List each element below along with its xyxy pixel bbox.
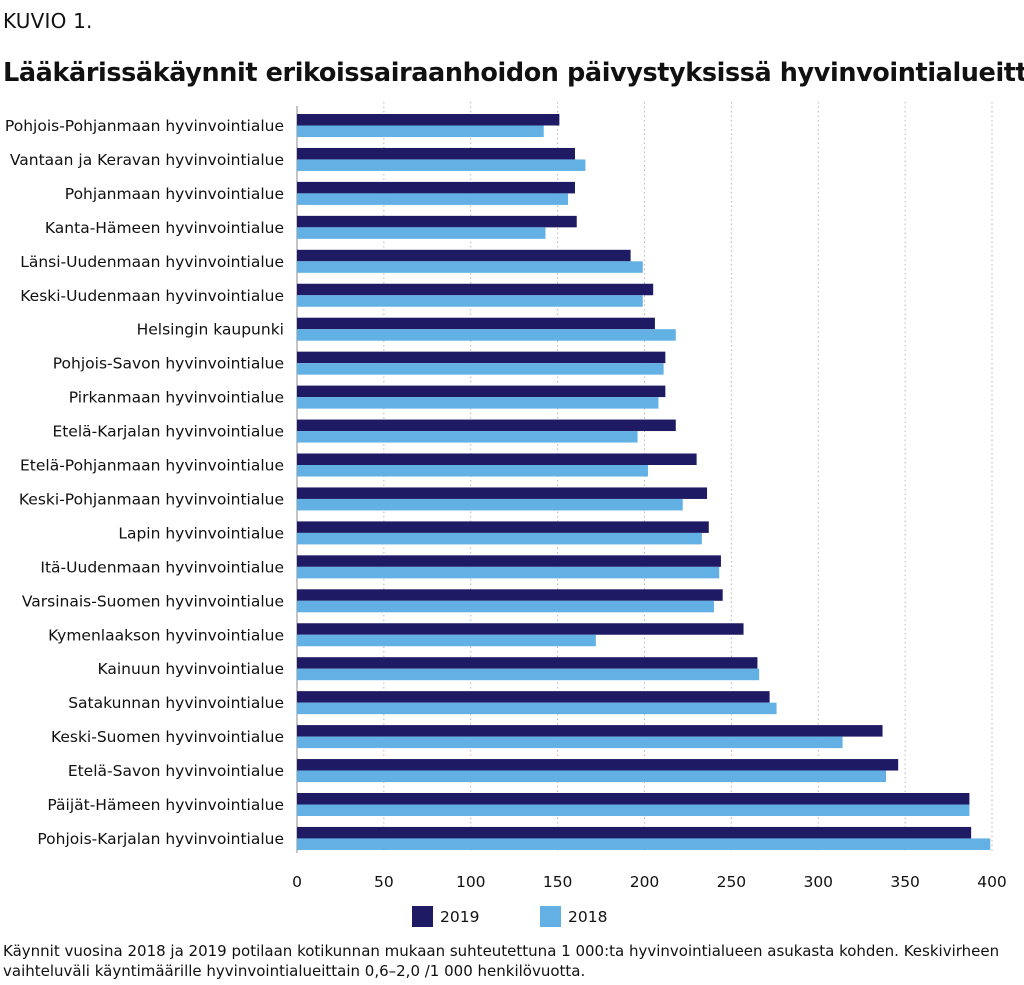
x-tick-label: 0 bbox=[292, 873, 302, 891]
bar-2018 bbox=[297, 634, 596, 647]
category-label: Keski-Suomen hyvinvointialue bbox=[51, 728, 284, 746]
category-label: Etelä-Pohjanmaan hyvinvointialue bbox=[20, 457, 284, 475]
bar-2019 bbox=[297, 826, 972, 839]
category-label: Etelä-Karjalan hyvinvointialue bbox=[52, 423, 284, 441]
bar-2019 bbox=[297, 793, 970, 805]
bar-2018 bbox=[297, 566, 720, 579]
legend-swatch-2018 bbox=[540, 906, 561, 927]
x-tick-label: 350 bbox=[890, 873, 920, 891]
category-label: Pirkanmaan hyvinvointialue bbox=[69, 389, 284, 407]
category-label: Kainuun hyvinvointialue bbox=[97, 660, 284, 678]
bar-2018 bbox=[297, 838, 991, 850]
bar-2019 bbox=[297, 623, 744, 635]
bar-2018 bbox=[297, 600, 714, 613]
bar-2019 bbox=[297, 487, 708, 499]
legend-label-2019: 2019 bbox=[440, 908, 479, 926]
category-label: Pohjois-Savon hyvinvointialue bbox=[53, 355, 284, 373]
x-tick-label: 100 bbox=[456, 873, 486, 891]
x-tick-label: 300 bbox=[803, 873, 833, 891]
bar-2018 bbox=[297, 431, 638, 443]
bar-2019 bbox=[297, 114, 560, 126]
bar-2019 bbox=[297, 725, 883, 737]
bars bbox=[297, 114, 991, 850]
figure-label: KUVIO 1. bbox=[3, 9, 93, 33]
bar-2018 bbox=[297, 125, 544, 137]
bar-chart: Pohjois-Pohjanmaan hyvinvointialue Vantaa… bbox=[5, 102, 1007, 927]
bar-2019 bbox=[297, 317, 655, 330]
category-label: Länsi-Uudenmaan hyvinvointialue bbox=[20, 253, 284, 271]
bar-2019 bbox=[297, 589, 723, 601]
bar-2018 bbox=[297, 193, 569, 205]
bar-2018 bbox=[297, 804, 970, 816]
bar-2018 bbox=[297, 159, 586, 171]
category-label: Päijät-Hämeen hyvinvointialue bbox=[47, 796, 284, 814]
bar-2018 bbox=[297, 532, 702, 545]
bar-2019 bbox=[297, 351, 666, 364]
category-label: Lapin hyvinvointialue bbox=[118, 524, 284, 542]
bar-2019 bbox=[297, 283, 654, 296]
legend: 2019 2018 bbox=[412, 906, 607, 927]
bar-2018 bbox=[297, 397, 659, 409]
bar-2018 bbox=[297, 261, 643, 273]
chart-title: Lääkärissäkäynnit erikoissairaanhoidon p… bbox=[3, 58, 1024, 88]
bar-2018 bbox=[297, 770, 887, 783]
category-labels: Pohjois-Pohjanmaan hyvinvointialue Vantaa… bbox=[5, 117, 284, 848]
bar-2019 bbox=[297, 419, 676, 432]
bar-2018 bbox=[297, 498, 683, 511]
bar-2019 bbox=[297, 521, 709, 533]
bar-2019 bbox=[297, 555, 721, 567]
bar-2019 bbox=[297, 453, 697, 465]
category-label: Satakunnan hyvinvointialue bbox=[68, 694, 284, 712]
bar-2018 bbox=[297, 329, 676, 341]
legend-label-2018: 2018 bbox=[568, 908, 607, 926]
bar-2018 bbox=[297, 295, 643, 307]
x-axis-ticks: 0 50 100 150 200 250 300 350 400 bbox=[292, 873, 1007, 891]
category-label: Pohjois-Karjalan hyvinvointialue bbox=[37, 830, 284, 848]
bar-2019 bbox=[297, 385, 666, 398]
bar-2018 bbox=[297, 736, 843, 749]
bar-2019 bbox=[297, 147, 575, 160]
x-tick-label: 200 bbox=[630, 873, 660, 891]
bar-2019 bbox=[297, 181, 575, 194]
category-label: Pohjois-Pohjanmaan hyvinvointialue bbox=[5, 117, 284, 135]
bar-2019 bbox=[297, 691, 770, 703]
category-label: Kymenlaakson hyvinvointialue bbox=[48, 626, 284, 644]
category-label: Varsinais-Suomen hyvinvointialue bbox=[22, 592, 284, 610]
legend-swatch-2019 bbox=[412, 906, 433, 927]
footnote: Käynnit vuosina 2018 ja 2019 potilaan ko… bbox=[3, 942, 1000, 980]
bar-2018 bbox=[297, 668, 760, 681]
category-label: Itä-Uudenmaan hyvinvointialue bbox=[40, 558, 284, 576]
bar-2019 bbox=[297, 657, 758, 669]
category-label: Etelä-Savon hyvinvointialue bbox=[68, 762, 284, 780]
bar-2018 bbox=[297, 702, 777, 715]
category-label: Kanta-Hämeen hyvinvointialue bbox=[45, 219, 284, 237]
bar-2019 bbox=[297, 215, 577, 228]
category-label: Helsingin kaupunki bbox=[137, 321, 284, 339]
x-tick-label: 150 bbox=[543, 873, 573, 891]
category-label: Vantaan ja Keravan hyvinvointialue bbox=[10, 151, 284, 169]
category-label: Pohjanmaan hyvinvointialue bbox=[65, 185, 284, 203]
category-label: Keski-Uudenmaan hyvinvointialue bbox=[20, 287, 284, 305]
bar-2018 bbox=[297, 363, 664, 375]
x-tick-label: 400 bbox=[977, 873, 1007, 891]
x-tick-label: 250 bbox=[717, 873, 747, 891]
bar-2019 bbox=[297, 249, 631, 262]
x-tick-label: 50 bbox=[374, 873, 394, 891]
bar-2018 bbox=[297, 465, 648, 477]
bar-2018 bbox=[297, 227, 546, 239]
category-label: Keski-Pohjanmaan hyvinvointialue bbox=[19, 490, 284, 508]
bar-2019 bbox=[297, 759, 899, 771]
